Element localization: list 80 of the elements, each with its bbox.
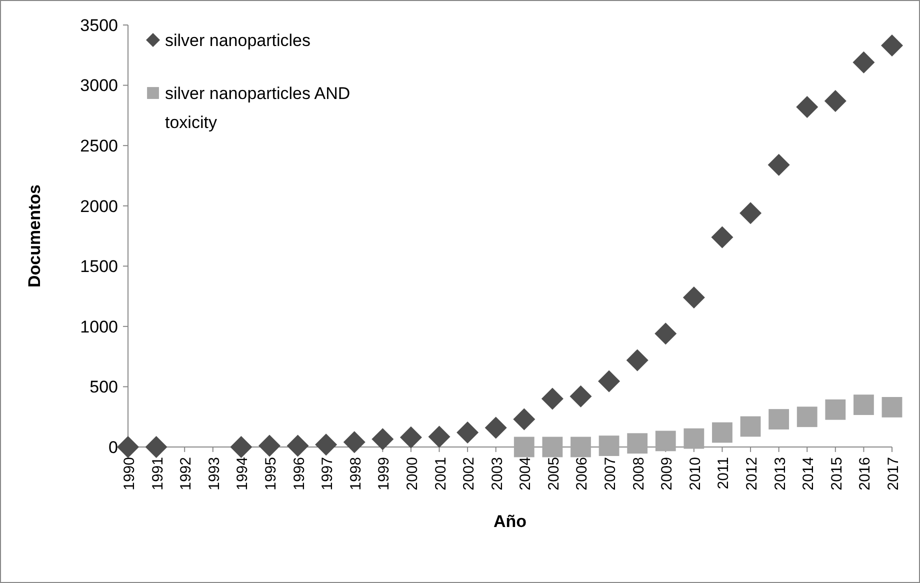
point xyxy=(740,416,761,437)
y-tick-label: 0 xyxy=(108,438,118,457)
x-tick-label: 1999 xyxy=(376,457,393,490)
point xyxy=(796,406,818,428)
point xyxy=(400,426,422,448)
point xyxy=(854,394,874,415)
x-tick-label: 1997 xyxy=(319,457,336,490)
y-tick-label: 3000 xyxy=(80,76,118,96)
point xyxy=(513,408,536,430)
x-tick-label: 2002 xyxy=(460,457,478,490)
point xyxy=(598,436,620,456)
x-tick-label: 2015 xyxy=(828,457,846,490)
x-tick-label: 2003 xyxy=(488,457,506,490)
x-tick-label: 1994 xyxy=(234,457,252,490)
point xyxy=(428,426,450,448)
x-tick-label: 1990 xyxy=(121,457,138,490)
point xyxy=(315,434,338,456)
point xyxy=(796,96,818,118)
x-tick-label: 2009 xyxy=(658,457,676,490)
point xyxy=(654,322,677,345)
point xyxy=(598,370,620,392)
point xyxy=(684,428,704,449)
x-tick-label: 2000 xyxy=(404,457,421,490)
x-tick-label: 2017 xyxy=(885,457,902,490)
point xyxy=(570,436,591,458)
x-tick-label: 2004 xyxy=(517,457,534,490)
point xyxy=(230,436,252,458)
x-tick-label: 2006 xyxy=(574,457,591,490)
x-tick-label: 2016 xyxy=(856,457,874,490)
point xyxy=(117,436,139,458)
point xyxy=(712,422,732,443)
point xyxy=(514,436,534,458)
legend-label: silver nanoparticles AND toxicity xyxy=(165,84,350,132)
legend-label: silver nanoparticles xyxy=(165,30,311,50)
point xyxy=(768,154,790,176)
x-tick-label: 2012 xyxy=(744,457,761,490)
point xyxy=(682,286,705,308)
x-tick-label: 1995 xyxy=(262,457,280,490)
point xyxy=(258,434,280,457)
point xyxy=(852,51,875,74)
point xyxy=(881,34,903,56)
x-tick-label: 1991 xyxy=(149,457,166,490)
y-tick-label: 2500 xyxy=(80,136,118,156)
point xyxy=(343,431,366,454)
point xyxy=(882,397,902,418)
y-axis-title: Documentos xyxy=(25,184,44,288)
point xyxy=(768,409,790,430)
point xyxy=(824,90,846,112)
point xyxy=(286,434,309,457)
x-tick-label: 2011 xyxy=(715,457,732,490)
point xyxy=(372,428,394,450)
point xyxy=(541,388,564,410)
point xyxy=(570,385,592,408)
point xyxy=(626,349,648,372)
x-axis-title: Año xyxy=(493,512,527,531)
x-tick-label: 1993 xyxy=(206,457,223,490)
y-tick-label: 1500 xyxy=(80,257,118,276)
point xyxy=(711,226,734,248)
point xyxy=(627,433,648,454)
point xyxy=(825,399,846,420)
x-tick-label: 2001 xyxy=(432,457,450,490)
point xyxy=(145,436,168,458)
x-tick-label: 2005 xyxy=(545,457,562,490)
point xyxy=(542,436,563,458)
y-tick-label: 500 xyxy=(90,378,118,397)
x-tick-label: 2010 xyxy=(686,457,704,490)
x-tick-label: 2014 xyxy=(800,457,818,490)
point xyxy=(456,422,479,444)
x-tick-label: 1998 xyxy=(347,457,364,490)
point xyxy=(484,416,507,439)
x-tick-label: 2008 xyxy=(630,457,648,490)
x-tick-label: 2007 xyxy=(602,457,620,490)
y-tick-label: 2000 xyxy=(80,196,118,216)
x-tick-label: 1996 xyxy=(290,457,308,490)
point xyxy=(655,430,676,452)
x-tick-label: 2013 xyxy=(772,457,789,490)
y-tick-label: 1000 xyxy=(80,317,118,336)
x-tick-label: 1992 xyxy=(178,457,195,490)
y-tick-label: 3500 xyxy=(80,16,118,35)
point xyxy=(740,202,762,224)
